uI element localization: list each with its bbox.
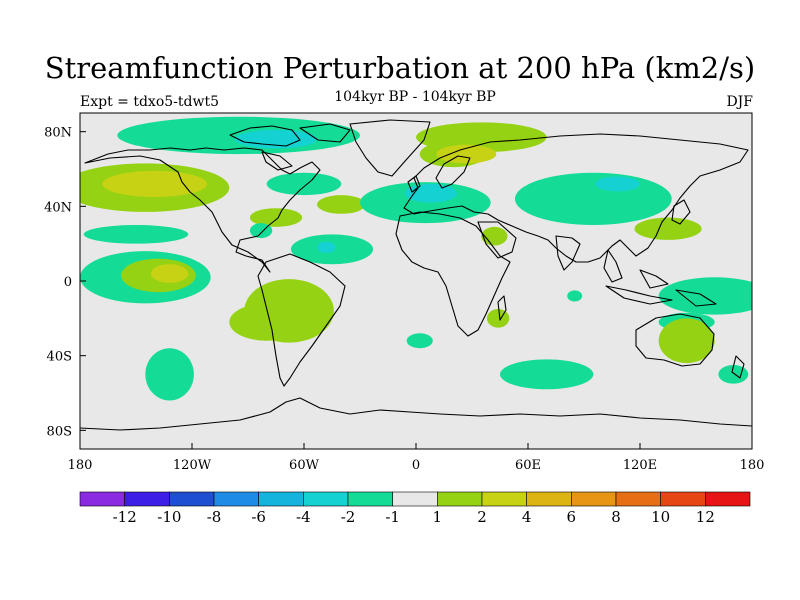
coastline-madagascar: [497, 295, 507, 321]
colorbar-box-9: [481, 491, 527, 507]
contour-region-21: [436, 144, 497, 164]
coastline-north-america: [84, 147, 321, 273]
contour-region-15: [229, 303, 304, 341]
colorbar-label-2: -8: [207, 508, 222, 526]
contour-region-4: [102, 170, 207, 197]
contour-fills: [80, 116, 752, 401]
colorbar-box-1: [124, 491, 170, 507]
contour-region-32: [567, 290, 583, 302]
coastline-canadian-arctic: [229, 123, 351, 171]
colorbar-label-9: 4: [522, 508, 532, 526]
colorbar-box-12: [615, 491, 661, 507]
y-tick-label-3: 40S: [47, 350, 72, 365]
colorbar: -12 -10 -8 -6 -4 -2 -1 1 2 4 6 8 10 12: [79, 491, 751, 526]
coastline-greenland: [349, 119, 431, 177]
coastline-southeast-asia: [603, 249, 717, 307]
contour-region-22: [481, 226, 508, 246]
contour-region-2: [266, 172, 342, 196]
y-axis: 80N 40N 0 40S 80S: [44, 126, 86, 439]
contour-region-29: [500, 359, 594, 390]
x-tick-label-0: 180: [68, 458, 93, 473]
contour-region-5: [83, 225, 189, 244]
coastline-arabia: [477, 221, 517, 259]
colorbar-label-8: 2: [477, 508, 487, 526]
coastline-scandinavia: [435, 155, 471, 189]
contour-region-10: [317, 195, 366, 214]
colorbar-label-11: 8: [611, 508, 621, 526]
contour-region-18: [404, 183, 458, 203]
coastline-japan: [671, 199, 691, 225]
coastline-india: [555, 235, 581, 271]
x-tick-label-2: 60W: [289, 458, 320, 473]
coastline-antarctica: [80, 397, 752, 431]
map-title: Streamfunction Perturbation at 200 hPa (…: [44, 51, 756, 85]
y-tick-label-1: 40N: [44, 200, 72, 215]
colorbar-label-3: -6: [251, 508, 266, 526]
contour-region-25: [634, 217, 702, 240]
colorbar-label-6: -1: [385, 508, 400, 526]
coastline-australia: [635, 313, 715, 367]
contour-region-30: [406, 333, 433, 349]
contour-region-8: [150, 264, 189, 283]
y-tick-label-0: 80N: [44, 126, 72, 141]
colorbar-box-11: [571, 491, 617, 507]
contour-region-17: [360, 182, 491, 224]
x-tick-label-5: 120E: [623, 458, 657, 473]
colorbar-label-10: 6: [567, 508, 577, 526]
contour-region-23: [514, 172, 672, 225]
colorbar-box-0: [79, 491, 125, 507]
experiment-label: Expt = tdxo5-tdwt5: [80, 94, 219, 110]
colorbar-label-13: 12: [696, 508, 715, 526]
contour-region-12: [317, 241, 336, 253]
colorbar-box-14: [705, 491, 751, 507]
colorbar-label-0: -12: [113, 508, 137, 526]
y-tick-label-4: 80S: [47, 424, 72, 439]
coastline-eurasia: [403, 133, 749, 263]
contour-region-26: [658, 277, 752, 315]
contour-region-31: [486, 309, 510, 328]
contour-region-24: [595, 176, 640, 192]
season-label: DJF: [726, 94, 753, 110]
colorbar-label-4: -4: [296, 508, 311, 526]
colorbar-label-5: -2: [341, 508, 356, 526]
colorbar-label-7: 1: [433, 508, 443, 526]
contour-region-9: [249, 208, 303, 227]
x-tick-label-4: 60E: [515, 458, 541, 473]
x-tick-label-3: 0: [412, 458, 420, 473]
colorbar-box-7: [392, 491, 438, 507]
map-subtitle: 104kyr BP - 104kyr BP: [334, 89, 496, 105]
contour-region-16: [145, 348, 194, 401]
contour-region-33: [718, 365, 749, 384]
coastlines: [80, 119, 752, 431]
colorbar-box-8: [437, 491, 483, 507]
colorbar-box-6: [347, 491, 393, 507]
x-tick-label-1: 120W: [173, 458, 212, 473]
colorbar-box-5: [303, 491, 349, 507]
colorbar-box-3: [213, 491, 259, 507]
colorbar-label-1: -10: [157, 508, 181, 526]
colorbar-label-12: 10: [651, 508, 670, 526]
coastline-new-zealand: [731, 355, 745, 379]
coastline-south-america: [257, 253, 346, 387]
colorbar-box-13: [660, 491, 706, 507]
contour-region-28: [658, 318, 715, 364]
colorbar-box-10: [526, 491, 572, 507]
colorbar-box-4: [258, 491, 304, 507]
y-tick-label-2: 0: [64, 275, 72, 290]
x-tick-label-6: 180: [740, 458, 765, 473]
coastline-british-isles: [407, 175, 421, 193]
colorbar-box-2: [169, 491, 215, 507]
x-axis: 180 120W 60W 0 60E 120E 180: [68, 443, 765, 473]
coastline-africa: [395, 211, 511, 337]
